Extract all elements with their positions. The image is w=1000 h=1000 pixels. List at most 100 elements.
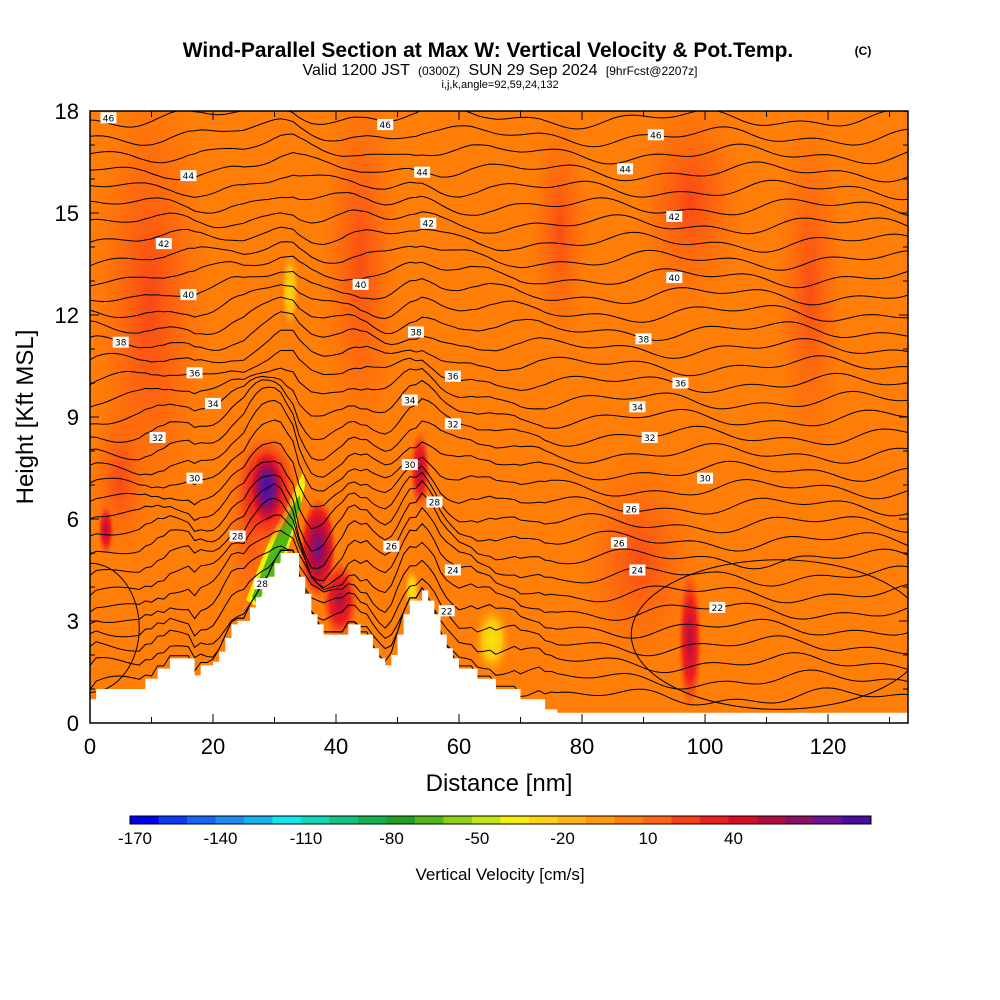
copyright-mark: (C) (855, 44, 872, 58)
colorbar-swatch (728, 816, 758, 824)
red-cell (98, 505, 114, 555)
colorbar-swatch (415, 816, 444, 824)
colorbar-swatch (557, 816, 587, 824)
colorbar-swatch (244, 816, 273, 824)
y-tick-label: 12 (55, 303, 79, 328)
x-axis: 0 20 40 60 80 100 120 (84, 111, 891, 759)
contour-label-text: 34 (404, 397, 416, 407)
contour-label: 46 (377, 119, 394, 131)
y-tick-label: 9 (67, 405, 79, 430)
contour-label: 32 (641, 431, 658, 444)
theta-contour-line (90, 419, 908, 500)
contour-label-text: 40 (183, 291, 195, 301)
orange-band (775, 111, 845, 470)
theta-contour-line (90, 296, 908, 342)
grid-indices: i,j,k,angle=92,59,24,132 (441, 79, 558, 91)
colorbar-swatch (700, 816, 729, 824)
contour-label-text: 40 (669, 274, 681, 284)
colorbar-tick-label: -170 (118, 829, 152, 848)
contour-label: 36 (186, 367, 203, 379)
contour-label: 42 (666, 210, 683, 223)
contour-label: 40 (666, 272, 683, 284)
colorbar-swatch (671, 816, 701, 824)
valid-date: SUN 29 Sep 2024 (468, 62, 597, 79)
y-tick-label: 15 (55, 201, 79, 226)
colorbar-swatch (814, 816, 843, 824)
contour-label: 30 (697, 472, 714, 485)
x-tick-label: 20 (201, 734, 225, 759)
contour-label-text: 36 (447, 373, 459, 383)
colorbar-swatch (614, 816, 644, 824)
theta-contour-line (90, 255, 908, 289)
contour-label: 46 (100, 112, 117, 124)
x-tick-label: 60 (447, 734, 471, 759)
terrain (90, 553, 908, 723)
theta-contour-labels: 46 46 46 44 44 44 42 42 42 40 40 40 38 38 38 36 36 36 34 34… (100, 112, 726, 617)
colorbar-tick-label: -50 (465, 829, 490, 848)
theta-contour-line (90, 549, 908, 690)
theta-contour-line (90, 284, 908, 323)
colorbar-swatch (500, 816, 530, 824)
contour-label: 30 (401, 459, 418, 471)
y-tick-label: 18 (55, 99, 79, 124)
orange-band (580, 450, 700, 670)
theta-contour-line (90, 460, 908, 534)
theta-contour-line (90, 226, 908, 253)
contour-label-text: 38 (115, 339, 127, 349)
contour-label-text: 44 (183, 172, 195, 182)
theta-contours (90, 111, 908, 710)
contour-label-text: 46 (103, 114, 115, 124)
contour-label-text: 42 (423, 220, 434, 230)
contour-label: 28 (254, 578, 271, 590)
contour-label-text: 26 (626, 505, 638, 515)
theta-contour-line (90, 174, 908, 201)
title-block: Wind-Parallel Section at Max W: Vertical… (183, 39, 872, 91)
contour-label: 36 (672, 377, 689, 390)
contour-label-text: 32 (152, 434, 163, 444)
theta-contour-line (90, 367, 908, 410)
x-tick-label: 80 (570, 734, 594, 759)
theta-contour-loop (630, 559, 908, 710)
y-tick-label: 6 (67, 507, 79, 532)
theta-contour-line (90, 549, 908, 657)
theta-contour-line (90, 270, 908, 306)
colorbar-swatch (329, 816, 359, 824)
colorbar-swatch (358, 816, 387, 824)
downdraft-lee-cell (300, 498, 336, 598)
x-tick-label: 40 (324, 734, 348, 759)
contour-label-text: 28 (256, 580, 268, 590)
contour-label: 22 (438, 605, 455, 617)
theta-contour-line (90, 133, 908, 165)
y-tick-label: 3 (67, 609, 79, 634)
theta-contour-line (90, 329, 908, 377)
contour-label: 46 (647, 129, 664, 141)
colorbar-tick-label: -140 (203, 829, 237, 848)
contour-label: 44 (617, 163, 634, 175)
colorbar-swatch (586, 816, 615, 824)
contour-label: 44 (180, 170, 197, 182)
contour-label-text: 22 (441, 607, 452, 617)
contour-label-text: 42 (158, 240, 169, 250)
valid-time-line: Valid 1200 JST (0300Z) SUN 29 Sep 2024 [… (303, 62, 698, 79)
colorbar-swatch (785, 816, 815, 824)
yellow-cell (281, 250, 299, 330)
forecast-info: [9hrFcst@2207z] (606, 64, 698, 78)
contour-label-text: 22 (712, 604, 723, 614)
valid-utc: (0300Z) (418, 64, 460, 78)
y-tick-label: 0 (67, 711, 79, 736)
contour-label: 26 (623, 503, 640, 515)
colorbar-swatch (643, 816, 672, 824)
colorbar: -170 -140 -110 -80 -50 -20 10 40 (118, 815, 872, 848)
contour-label-text: 26 (386, 543, 398, 553)
contour-label: 40 (180, 289, 197, 301)
contour-label-text: 26 (613, 539, 625, 549)
contour-label-text: 46 (379, 121, 391, 131)
theta-contour-line (90, 474, 908, 552)
theta-contour-loop (90, 562, 140, 693)
contour-label: 30 (186, 472, 203, 485)
theta-contour-line (90, 386, 908, 464)
colorbar-swatch (443, 816, 473, 824)
theta-contour-line (90, 514, 908, 604)
valid-prefix: Valid 1200 JST (303, 62, 411, 79)
contour-label-text: 30 (404, 461, 416, 471)
